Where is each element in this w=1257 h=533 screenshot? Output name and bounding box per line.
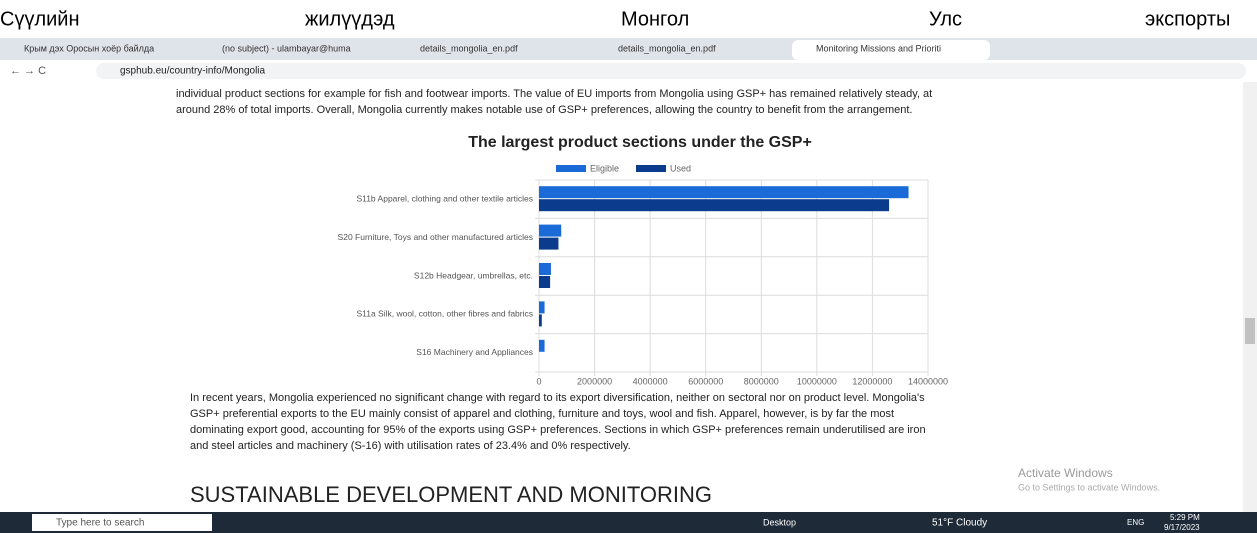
active-tab[interactable] <box>792 40 990 60</box>
url[interactable]: gsphub.eu/country-info/Mongolia <box>120 66 266 77</box>
caption-word: Улс <box>929 8 962 30</box>
tab-title[interactable]: details_mongolia_en.pdf <box>618 43 716 53</box>
scroll-thumb[interactable] <box>1245 318 1255 344</box>
tab-title[interactable]: (no subject) - ulambayar@huma <box>222 43 351 53</box>
language[interactable]: ENG <box>1127 518 1144 527</box>
x-tick-label: 2000000 <box>577 376 612 386</box>
watermark-title: Activate Windows <box>1018 466 1113 480</box>
x-tick-label: 10000000 <box>797 376 837 386</box>
paragraph-line: GSP+ preferential exports to the EU main… <box>190 408 894 420</box>
x-tick-label: 14000000 <box>908 376 948 386</box>
taskbar <box>0 512 1257 533</box>
watermark-subtitle: Go to Settings to activate Windows. <box>1018 482 1160 492</box>
legend-swatch <box>636 165 666 172</box>
bar <box>539 339 545 352</box>
caption-word: экспорты <box>1145 8 1230 30</box>
y-tick-label: S12b Headgear, umbrellas, etc. <box>414 270 533 280</box>
paragraph-line: around 28% of total imports. Overall, Mo… <box>176 104 912 116</box>
bar <box>539 186 909 199</box>
search-placeholder[interactable]: Type here to search <box>56 518 144 529</box>
x-tick-label: 12000000 <box>852 376 892 386</box>
y-tick-label: S16 Machinery and Appliances <box>416 347 533 357</box>
x-tick-label: 0 <box>536 376 541 386</box>
legend-swatch <box>556 165 586 172</box>
y-tick-label: S11a Silk, wool, cotton, other fibres an… <box>356 309 533 319</box>
date[interactable]: 9/17/2023 <box>1164 523 1200 532</box>
paragraph-line: In recent years, Mongolia experienced no… <box>190 392 925 404</box>
tab-title[interactable]: Крым дэх Оросын хоёр байлда <box>24 43 154 53</box>
bar <box>539 314 542 327</box>
bar <box>539 237 559 250</box>
tab-title[interactable]: Monitoring Missions and Prioriti <box>816 43 941 53</box>
paragraph-line: dominating export good, accounting for 9… <box>190 424 926 436</box>
caption-word: Монгол <box>621 8 689 30</box>
paragraph-line: individual product sections for example … <box>176 88 932 100</box>
legend-label: Eligible <box>590 163 619 173</box>
bar <box>539 301 545 314</box>
nav-buttons[interactable]: ← → C <box>10 65 46 77</box>
legend-label: Used <box>670 163 691 173</box>
time[interactable]: 5:29 PM <box>1170 513 1200 522</box>
bar <box>539 276 551 288</box>
bar <box>539 263 551 275</box>
search-box[interactable] <box>32 514 212 531</box>
y-tick-label: S11b Apparel, clothing and other textile… <box>356 193 533 203</box>
caption-word: жилүүдэд <box>305 8 395 30</box>
chart-title: The largest product sections under the G… <box>468 134 812 151</box>
y-tick-label: S20 Furniture, Toys and other manufactur… <box>338 232 533 242</box>
section-heading: SUSTAINABLE DEVELOPMENT AND MONITORING <box>190 482 712 507</box>
desktop[interactable]: Desktop <box>763 517 796 527</box>
bar <box>539 199 890 212</box>
scrollbar[interactable] <box>1243 82 1257 512</box>
tab-title[interactable]: details_mongolia_en.pdf <box>420 43 518 53</box>
bar <box>539 224 562 237</box>
x-tick-label: 8000000 <box>744 376 779 386</box>
caption-word: Сүүлийн <box>0 8 80 30</box>
x-tick-label: 4000000 <box>633 376 668 386</box>
paragraph-line: and steel articles and machinery (S-16) … <box>190 440 631 452</box>
weather[interactable]: 51°F Cloudy <box>932 518 987 529</box>
x-tick-label: 6000000 <box>688 376 723 386</box>
omnibox[interactable] <box>96 63 1246 79</box>
